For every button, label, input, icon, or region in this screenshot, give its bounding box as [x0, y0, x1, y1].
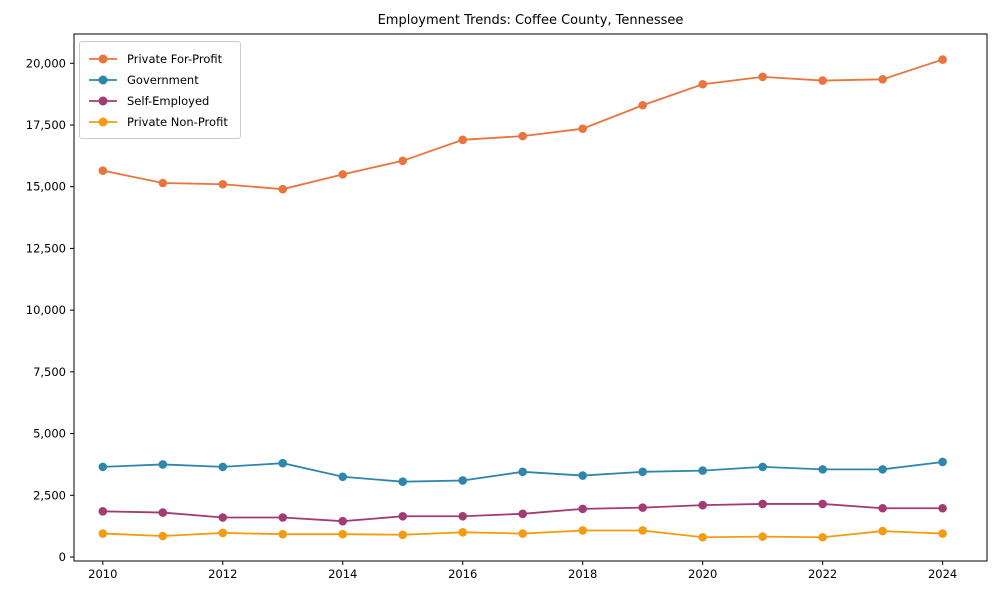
- data-point-government: [698, 466, 707, 475]
- y-axis-tick-label: 7,500: [33, 365, 66, 379]
- legend-label: Self-Employed: [127, 93, 210, 108]
- data-point-government: [398, 477, 408, 487]
- data-point-government: [938, 457, 947, 467]
- data-point-government: [278, 458, 288, 468]
- data-point-self-employed: [818, 499, 827, 509]
- x-axis-tick-label: 2018: [568, 567, 597, 581]
- legend-label: Private For-Profit: [127, 51, 223, 66]
- x-axis-tick-label: 2020: [688, 567, 717, 581]
- data-point-government: [578, 471, 587, 480]
- legend-label: Government: [127, 72, 199, 87]
- data-point-private-non-profit: [638, 526, 647, 535]
- data-point-government: [158, 460, 168, 469]
- line-marker-icon: [89, 54, 117, 63]
- chart-title: Employment Trends: Coffee County, Tennes…: [377, 13, 684, 28]
- data-point-self-employed: [458, 511, 468, 521]
- data-point-private-for-profit: [638, 100, 647, 110]
- data-point-private-non-profit: [98, 529, 108, 538]
- data-point-private-for-profit: [458, 135, 468, 145]
- data-point-private-for-profit: [758, 72, 767, 82]
- data-point-private-non-profit: [158, 531, 168, 541]
- data-point-private-non-profit: [758, 532, 767, 541]
- x-axis-tick-label: 2016: [448, 567, 477, 581]
- data-point-self-employed: [758, 499, 767, 509]
- data-point-private-non-profit: [818, 532, 827, 542]
- data-point-private-non-profit: [518, 529, 528, 538]
- data-point-self-employed: [98, 507, 108, 516]
- data-point-self-employed: [698, 500, 707, 510]
- x-axis-tick-label: 2024: [928, 567, 957, 581]
- data-point-private-for-profit: [698, 79, 707, 89]
- data-point-government: [818, 465, 827, 474]
- data-point-private-for-profit: [158, 178, 168, 188]
- data-point-private-for-profit: [818, 76, 827, 85]
- data-point-government: [458, 476, 468, 485]
- data-point-self-employed: [578, 504, 587, 514]
- y-axis-tick-label: 15,000: [26, 180, 66, 194]
- data-point-private-for-profit: [338, 170, 348, 179]
- line-marker-icon: [89, 96, 117, 105]
- y-axis-tick-label: 5,000: [33, 427, 66, 441]
- x-axis-tick-label: 2014: [328, 567, 357, 581]
- line-marker-icon: [89, 75, 117, 84]
- data-point-government: [338, 472, 348, 482]
- data-point-private-for-profit: [98, 166, 108, 175]
- data-point-government: [518, 467, 528, 477]
- data-point-self-employed: [218, 513, 228, 522]
- data-point-self-employed: [518, 509, 528, 519]
- data-point-self-employed: [398, 511, 408, 521]
- y-axis-tick-label: 12,500: [26, 241, 66, 255]
- data-point-self-employed: [878, 503, 887, 513]
- data-point-private-for-profit: [518, 131, 528, 141]
- data-point-private-for-profit: [878, 75, 887, 84]
- data-point-private-for-profit: [398, 156, 408, 166]
- y-axis-tick-label: 10,000: [26, 303, 66, 317]
- data-point-private-non-profit: [278, 529, 288, 539]
- y-axis-tick-label: 0: [59, 550, 66, 564]
- legend-item-government: Government: [88, 69, 228, 90]
- data-point-private-for-profit: [578, 124, 587, 133]
- x-axis-tick-label: 2022: [808, 567, 837, 581]
- y-axis-tick-label: 17,500: [26, 118, 66, 132]
- data-point-government: [98, 462, 108, 472]
- data-point-private-for-profit: [218, 179, 228, 189]
- data-point-private-non-profit: [938, 529, 947, 538]
- y-axis-tick-label: 2,500: [33, 488, 66, 502]
- data-point-private-non-profit: [878, 526, 887, 536]
- data-point-private-non-profit: [338, 529, 348, 539]
- x-axis-tick-label: 2012: [208, 567, 237, 581]
- data-point-self-employed: [278, 513, 288, 522]
- data-point-self-employed: [338, 516, 348, 526]
- data-point-private-non-profit: [698, 532, 707, 542]
- data-point-self-employed: [158, 508, 168, 517]
- data-point-self-employed: [638, 503, 647, 512]
- legend: Private For-Profit Government Self-Emplo…: [79, 41, 241, 139]
- data-point-private-non-profit: [218, 528, 228, 538]
- data-point-government: [218, 462, 228, 472]
- data-point-private-non-profit: [398, 530, 408, 540]
- legend-item-private-for-profit: Private For-Profit: [88, 48, 228, 69]
- y-axis-tick-label: 20,000: [26, 56, 66, 70]
- x-axis-tick-label: 2010: [88, 567, 117, 581]
- data-point-government: [638, 467, 647, 477]
- line-marker-icon: [89, 117, 117, 126]
- plot-frame: [73, 33, 988, 562]
- data-point-private-non-profit: [458, 528, 468, 537]
- data-point-private-non-profit: [578, 526, 587, 535]
- legend-item-self-employed: Self-Employed: [88, 90, 228, 111]
- legend-item-private-non-profit: Private Non-Profit: [88, 111, 228, 132]
- data-point-government: [758, 462, 767, 472]
- data-point-government: [878, 465, 887, 474]
- legend-label: Private Non-Profit: [127, 114, 228, 129]
- data-point-self-employed: [938, 503, 947, 513]
- data-point-private-for-profit: [278, 184, 288, 194]
- data-point-private-for-profit: [938, 55, 947, 64]
